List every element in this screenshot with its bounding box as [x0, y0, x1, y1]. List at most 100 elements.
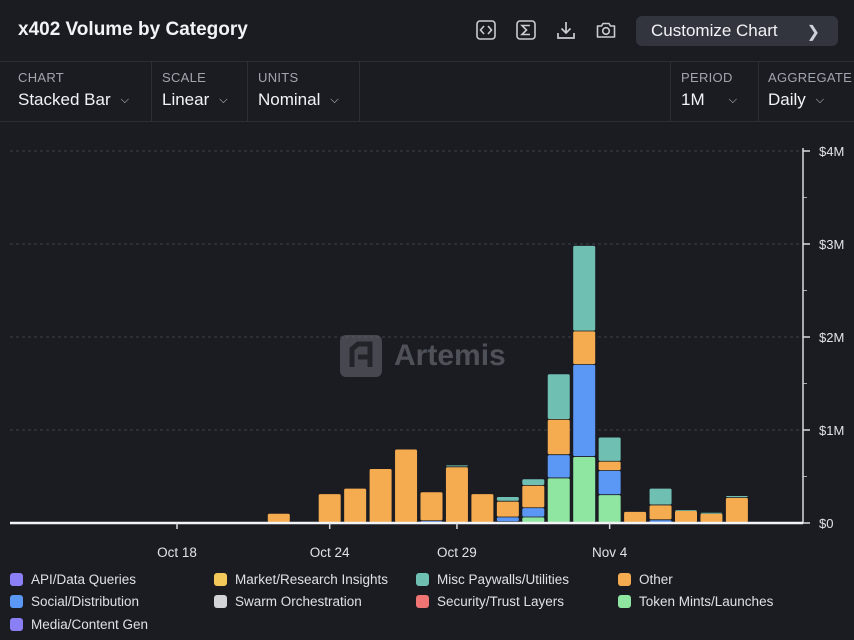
y-tick-label: $2M	[819, 330, 844, 345]
chevron-right-icon: ❯	[806, 24, 820, 41]
chart-type-label: CHART	[18, 70, 65, 85]
legend-swatch	[10, 573, 23, 586]
bar-segment	[675, 510, 697, 523]
aggregate-select[interactable]: AGGREGATE Daily ⌵	[768, 61, 854, 121]
chart-type-select[interactable]: CHART Stacked Bar ⌵	[18, 61, 148, 121]
bar-segment	[598, 437, 621, 461]
bar-segment	[522, 485, 545, 508]
bar-segment	[649, 505, 672, 520]
bar-segment	[725, 496, 748, 498]
bar-segment	[598, 470, 621, 495]
x-tick-label: Oct 24	[310, 545, 350, 560]
bar-segment	[522, 508, 545, 517]
period-value: 1M	[681, 90, 705, 109]
legend-label: Other	[639, 572, 673, 587]
legend-label: Swarm Orchestration	[235, 594, 362, 609]
bar-segment	[522, 517, 545, 523]
chart-header: x402 Volume by Category Customize Chart …	[0, 0, 854, 62]
legend-item[interactable]: API/Data Queries	[10, 572, 136, 587]
x-tick-label: Oct 29	[437, 545, 477, 560]
x-tick-label: Nov 4	[592, 545, 628, 560]
legend-item[interactable]: Media/Content Gen	[10, 617, 148, 632]
bar-segment	[445, 467, 468, 523]
bar-segment	[369, 469, 392, 523]
legend-item[interactable]: Misc Paywalls/Utilities	[416, 572, 569, 587]
y-tick-label: $0	[819, 516, 833, 531]
customize-chart-button[interactable]: Customize Chart ❯	[636, 16, 838, 46]
bar-segment	[344, 488, 367, 523]
y-tick-label: $4M	[819, 144, 844, 159]
artemis-watermark: Artemis	[340, 335, 506, 377]
bar-segment	[649, 488, 672, 505]
chevron-down-icon: ⌵	[815, 94, 825, 106]
units-value: Nominal	[258, 90, 321, 109]
stacked-bar-chart: $0 $1M $2M $3M $4M Oct 18 Oct 24 Oct 29 Nov 4	[10, 144, 844, 560]
legend-item[interactable]: Market/Research Insights	[214, 572, 388, 587]
legend-item[interactable]: Other	[618, 572, 673, 587]
aggregate-value: Daily	[768, 90, 806, 109]
bar-segment	[496, 517, 519, 522]
legend-label: Security/Trust Layers	[437, 594, 565, 609]
legend-item[interactable]: Social/Distribution	[10, 594, 139, 609]
legend-label: Misc Paywalls/Utilities	[437, 572, 570, 587]
legend-swatch	[214, 573, 227, 586]
bar-segment	[547, 374, 570, 419]
bar-segment	[547, 419, 570, 455]
legend-item[interactable]: Token Mints/Launches	[618, 594, 773, 609]
camera-icon[interactable]	[595, 19, 617, 41]
y-tick-label: $3M	[819, 237, 844, 252]
legend-item[interactable]: Security/Trust Layers	[416, 594, 564, 609]
legend-swatch	[10, 618, 23, 631]
y-tick-label: $1M	[819, 423, 844, 438]
bar-segment	[573, 331, 596, 365]
bar-segment	[445, 465, 468, 467]
legend-swatch	[416, 573, 429, 586]
chart-type-value: Stacked Bar	[18, 90, 111, 109]
chevron-down-icon: ⌵	[219, 94, 228, 106]
legend-item[interactable]: Swarm Orchestration	[214, 594, 362, 609]
divider	[151, 61, 152, 121]
legend-label: Token Mints/Launches	[639, 594, 774, 609]
bar-segment	[496, 496, 519, 501]
bar-segment	[675, 509, 697, 511]
bar-segment	[395, 449, 418, 523]
units-label: UNITS	[258, 70, 299, 85]
download-icon[interactable]	[555, 19, 577, 41]
units-select[interactable]: UNITS Nominal ⌵	[258, 61, 356, 121]
chart-title: x402 Volume by Category	[18, 19, 248, 40]
bar-segment	[598, 495, 621, 523]
artemis-logo-icon	[340, 335, 382, 377]
bar-segment	[725, 497, 748, 523]
legend-label: Social/Distribution	[31, 594, 140, 609]
bar-segment	[598, 461, 621, 471]
sigma-icon[interactable]	[515, 19, 537, 41]
bar-segment	[624, 511, 647, 523]
period-select[interactable]: PERIOD 1M ⌵	[681, 61, 757, 121]
bar-segment	[547, 455, 570, 478]
bar-segment	[573, 456, 596, 523]
bar-segment	[700, 513, 723, 523]
legend-label: API/Data Queries	[31, 572, 137, 587]
chevron-down-icon: ⌵	[330, 94, 339, 106]
aggregate-label: AGGREGATE	[768, 70, 853, 85]
bar-segment	[496, 501, 519, 517]
legend-swatch	[618, 595, 631, 608]
scale-select[interactable]: SCALE Linear ⌵	[162, 61, 244, 121]
divider	[758, 61, 759, 121]
scale-label: SCALE	[162, 70, 207, 85]
bar-segment	[318, 494, 341, 523]
watermark-text: Artemis	[394, 339, 506, 372]
bar-segment	[522, 479, 545, 485]
bar-segment	[700, 512, 723, 514]
bar-segment	[267, 513, 290, 523]
legend-label: Market/Research Insights	[235, 572, 389, 587]
chart-controls: CHART Stacked Bar ⌵ SCALE Linear ⌵ UNITS N…	[0, 61, 854, 122]
bar-segment	[420, 492, 443, 521]
chevron-down-icon: ⌵	[728, 94, 737, 106]
code-icon[interactable]	[475, 19, 497, 41]
legend-swatch	[618, 573, 631, 586]
bar-segment	[573, 364, 596, 457]
bar-segment	[547, 478, 570, 523]
divider	[247, 61, 248, 121]
divider	[670, 61, 671, 121]
